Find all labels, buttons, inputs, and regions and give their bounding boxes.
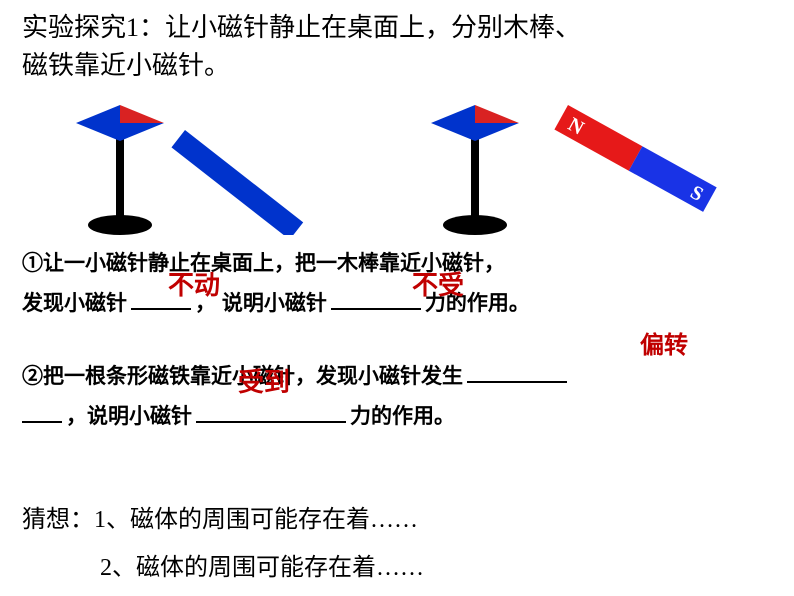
para2-line2a: ，说明小磁针 [66,405,192,428]
blank-2 [331,308,421,310]
wooden-stick [171,130,303,235]
para2-line2: ，说明小磁针 力的作用。 [22,398,455,436]
bar-magnet: N S [554,105,716,212]
compass-needle-2 [431,105,519,235]
blank-4 [196,421,346,423]
para2-line1: ②把一根条形磁铁靠近小磁针，发现小磁针发生 [22,358,567,396]
answer-shoudao: 受到 [238,362,290,399]
diagram-container: N S [0,95,794,235]
answer-bushou: 不受 [412,265,464,302]
compass-needle-1 [76,105,164,235]
diagram-svg: N S [0,95,794,235]
blank-1 [131,308,191,310]
blank-3 [467,381,567,383]
hypothesis-line2: 2、磁体的周围可能存在着…… [100,548,424,589]
hypothesis-line1: 猜想：1、磁体的周围可能存在着…… [22,500,418,541]
para1-line2a: 发现小磁针 [22,292,127,315]
answer-budong: 不动 [168,265,220,302]
blank-3b [22,421,62,423]
heading-line2: 磁铁靠近小磁针。 [22,46,230,85]
answer-pianzhuan: 偏转 [640,325,688,360]
heading-line1: 实验探究1：让小磁针静止在桌面上，分别木棒、 [22,8,581,47]
para2-line2b: 力的作用。 [350,405,455,428]
